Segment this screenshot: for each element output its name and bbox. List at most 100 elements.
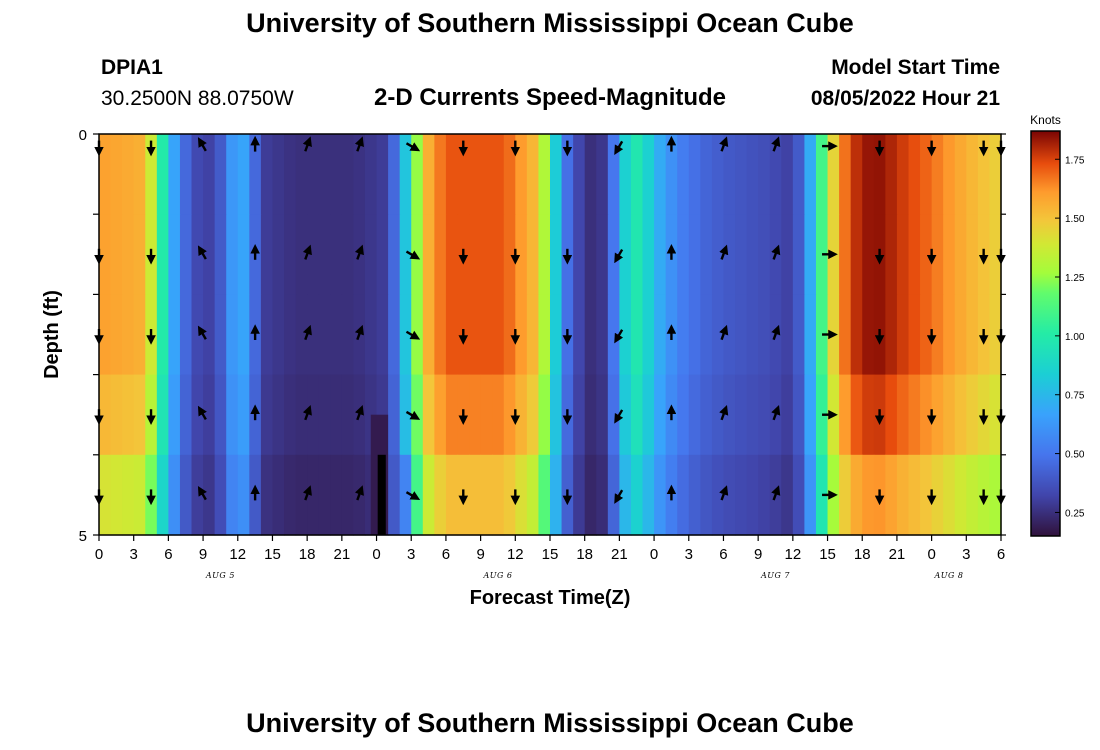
current-vector-arrow	[719, 244, 729, 260]
heatmap-cell	[654, 294, 667, 376]
heatmap-cell	[723, 134, 736, 215]
heatmap-cell	[526, 134, 540, 215]
heatmap-cell	[758, 374, 771, 456]
heatmap-cell	[931, 134, 944, 215]
current-vector-arrow	[614, 140, 624, 156]
heatmap-cell	[168, 374, 181, 456]
heatmap-cell	[260, 134, 274, 215]
heatmap-cell	[445, 294, 459, 376]
heatmap-cell	[850, 134, 863, 215]
current-vector-arrow	[614, 329, 624, 344]
heatmap-cell	[885, 294, 898, 376]
heatmap-cell	[711, 214, 725, 295]
heatmap-cell	[804, 294, 817, 376]
heatmap-cell	[908, 454, 921, 536]
heatmap-cell	[110, 294, 123, 376]
heatmap-cell	[307, 294, 320, 376]
heatmap-cell	[133, 134, 146, 215]
heatmap-cell	[422, 214, 435, 295]
heatmap-cell	[364, 134, 378, 215]
heatmap-cell	[654, 134, 667, 215]
x-tick-label: 15	[819, 546, 836, 563]
heatmap-cell	[388, 294, 401, 376]
heatmap-cell	[469, 214, 482, 295]
heatmap-cell	[931, 374, 944, 456]
heatmap-cell	[839, 214, 852, 295]
heatmap-cell	[307, 374, 320, 456]
heatmap-cell	[792, 374, 806, 456]
heatmap-cell	[862, 374, 875, 456]
current-vector-arrow	[405, 330, 421, 340]
x-tick-label: 6	[442, 546, 450, 563]
heatmap-cell	[122, 454, 135, 536]
heatmap-cell	[469, 374, 482, 456]
heatmap-cell	[237, 374, 250, 456]
current-vector-arrow	[197, 405, 207, 421]
heatmap-cell	[156, 374, 169, 456]
heatmap-cell	[781, 454, 794, 536]
heatmap-cell	[272, 294, 285, 376]
heatmap-cell	[133, 214, 146, 295]
heatmap-cell	[122, 134, 135, 215]
heatmap-cell	[688, 374, 701, 456]
heatmap-cell	[688, 134, 701, 215]
heatmap-cell	[862, 134, 875, 215]
heatmap-cell	[989, 214, 1002, 295]
heatmap-cell	[920, 454, 933, 536]
heatmap-cell	[746, 294, 759, 376]
heatmap-cell	[573, 454, 586, 536]
current-vector-arrow	[771, 485, 781, 501]
heatmap-cell	[966, 214, 979, 295]
heatmap-cell	[735, 454, 748, 536]
heatmap-cell	[839, 374, 852, 456]
heatmap-cell	[711, 134, 725, 215]
heatmap-cell	[954, 294, 967, 376]
heatmap-cell	[388, 134, 401, 215]
heatmap-cell	[445, 454, 459, 536]
heatmap-cell	[330, 374, 343, 456]
current-vector-arrow	[405, 491, 421, 501]
heatmap-cell	[630, 294, 644, 376]
heatmap-cell	[550, 454, 563, 536]
heatmap-cell	[272, 374, 285, 456]
heatmap-cell	[515, 134, 528, 215]
heatmap-cell	[168, 214, 181, 295]
heatmap-cell	[630, 214, 644, 295]
heatmap-cell	[434, 454, 447, 536]
heatmap-cell	[550, 134, 563, 215]
heatmap-cell	[966, 374, 979, 456]
current-vector-arrow	[197, 485, 207, 501]
heatmap-cell	[931, 214, 944, 295]
heatmap-cell	[422, 134, 435, 215]
heatmap-cell	[908, 294, 921, 376]
colorbar-tick-label: 0.75	[1065, 391, 1085, 402]
heatmap-cell	[781, 294, 794, 376]
heatmap-cell	[214, 134, 227, 215]
colorbar-tick-label: 0.50	[1065, 450, 1085, 461]
heatmap-cell	[792, 454, 806, 536]
colorbar-tick-label: 1.25	[1065, 273, 1085, 284]
heatmap-cell	[295, 134, 308, 215]
heatmap-cell	[503, 374, 516, 456]
heatmap-cell	[330, 454, 343, 536]
current-vector-arrow	[719, 324, 729, 341]
heatmap-cell	[492, 374, 505, 456]
x-day-label: AUG 7	[760, 571, 790, 580]
heatmap-cell	[295, 374, 308, 456]
x-day-label: AUG 8	[933, 571, 963, 580]
heatmap-cell	[885, 374, 898, 456]
heatmap-cell	[133, 294, 146, 376]
heatmap-cell	[966, 294, 979, 376]
heatmap-cell	[214, 374, 227, 456]
x-tick-label: 9	[476, 546, 484, 563]
heatmap-cell	[769, 134, 782, 215]
current-vector-arrow	[719, 485, 729, 501]
heatmap-cell	[746, 374, 759, 456]
heatmap-cell	[642, 374, 655, 456]
heatmap-cell	[191, 214, 204, 295]
heatmap-cell	[341, 374, 355, 456]
heatmap-cell	[480, 294, 493, 376]
heatmap-cell	[214, 214, 227, 295]
heatmap-cell	[538, 294, 551, 376]
heatmap-cell	[596, 454, 609, 536]
